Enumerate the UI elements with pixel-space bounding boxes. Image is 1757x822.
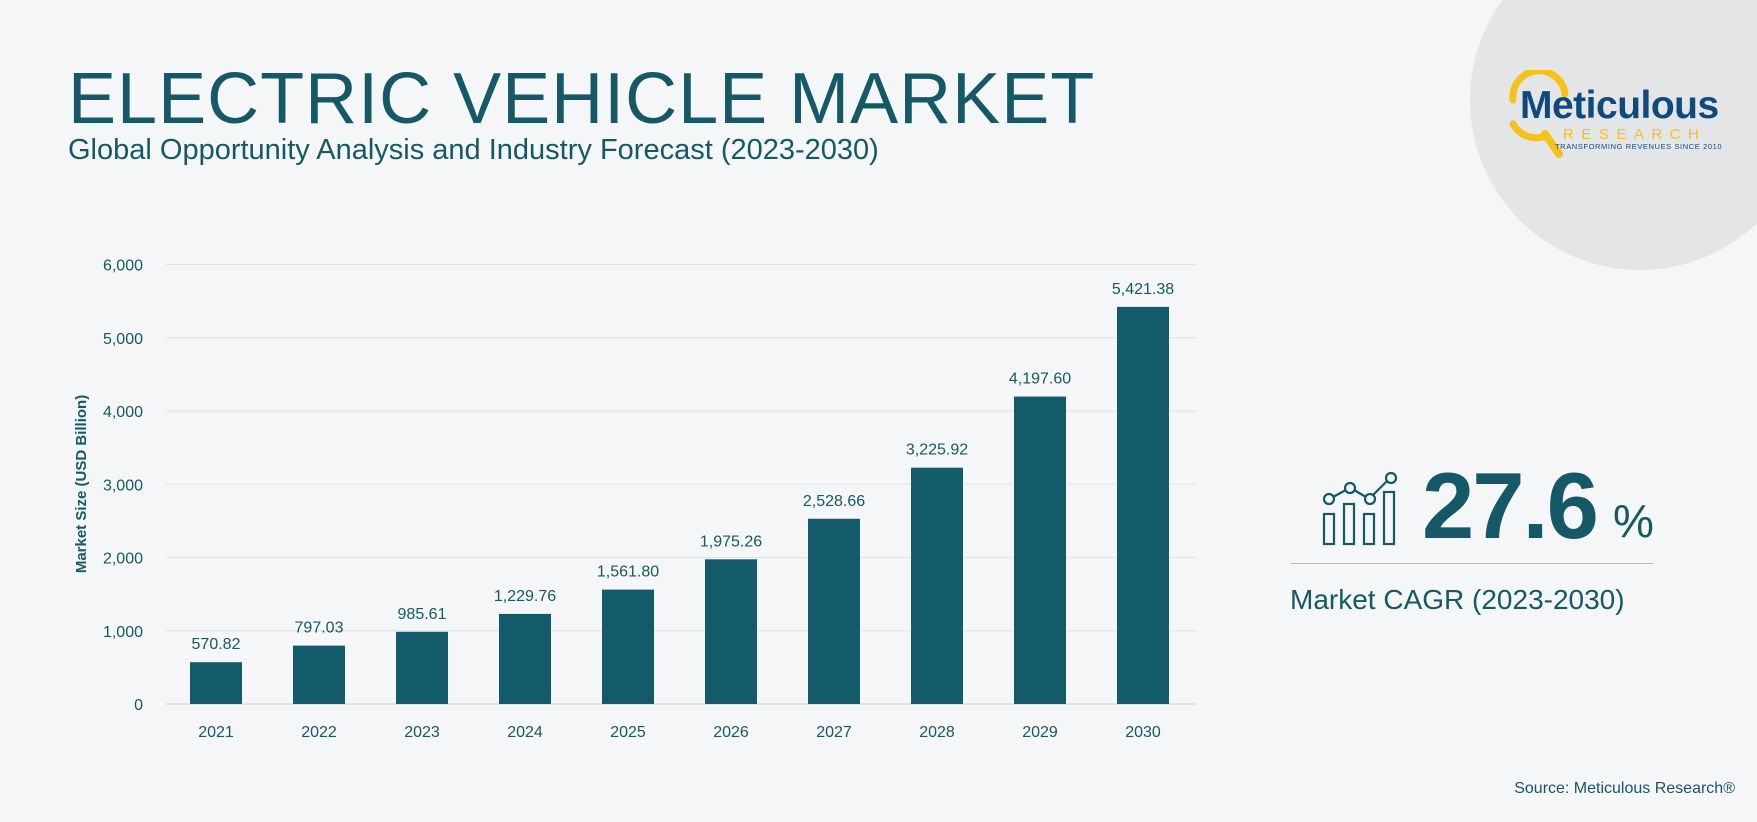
logo-name: Meticulous [1520,84,1719,127]
x-tick-label: 2021 [198,724,234,741]
data-label: 1,975.26 [700,533,762,550]
data-label: 985.61 [398,606,447,623]
y-tick-label: 0 [134,697,143,714]
bar-2021 [190,662,242,704]
y-tick-label: 4,000 [103,404,143,421]
x-tick-label: 2026 [713,724,749,741]
bar-2024 [499,613,551,704]
logo-sub: RESEARCH [1563,126,1707,143]
data-label: 4,197.60 [1009,371,1071,388]
data-label: 1,229.76 [494,588,556,605]
x-tick-label: 2028 [919,724,955,741]
data-label: 797.03 [295,620,344,637]
y-axis-label: Market Size (USD Billion) [73,395,90,573]
cagr-unit: % [1613,495,1654,547]
page-subtitle: Global Opportunity Analysis and Industry… [68,134,879,166]
y-tick-label: 5,000 [103,331,143,348]
y-tick-label: 2,000 [103,551,143,568]
bar-2023 [396,631,448,704]
x-tick-label: 2023 [404,724,440,741]
x-tick-label: 2022 [301,724,337,741]
y-tick-label: 6,000 [103,258,143,275]
data-label: 1,561.80 [597,564,659,581]
page-title: ELECTRIC VEHICLE MARKET [68,59,1096,139]
bar-2027 [808,518,860,704]
data-label: 3,225.92 [906,442,968,459]
data-label: 2,528.66 [803,493,865,510]
data-label: 5,421.38 [1112,281,1174,298]
bar-2028 [911,467,963,704]
x-tick-label: 2029 [1022,724,1058,741]
magnifier-icon [1509,70,1569,158]
data-label: 570.82 [192,636,241,653]
x-tick-label: 2024 [507,724,543,741]
divider [1290,563,1654,564]
bar-2029 [1014,396,1066,704]
meticulous-research-logo: Meticulous RESEARCH TRANSFORMING REVENUE… [1505,70,1735,160]
bar-2026 [705,559,757,704]
cagr-label: Market CAGR (2023-2030) [1290,584,1625,615]
bar-2022 [293,645,345,704]
bar-2025 [602,589,654,704]
x-tick-label: 2025 [610,724,646,741]
cagr-value: 27.6 [1422,453,1599,558]
x-tick-label: 2030 [1125,724,1161,741]
y-tick-label: 3,000 [103,477,143,494]
logo-tagline: TRANSFORMING REVENUES SINCE 2010 [1555,142,1723,151]
source-note: Source: Meticulous Research® [1514,780,1735,797]
y-tick-label: 1,000 [103,624,143,641]
bar-chart-trend-icon [1322,471,1398,546]
bar-2030 [1117,306,1169,704]
x-tick-label: 2027 [816,724,852,741]
